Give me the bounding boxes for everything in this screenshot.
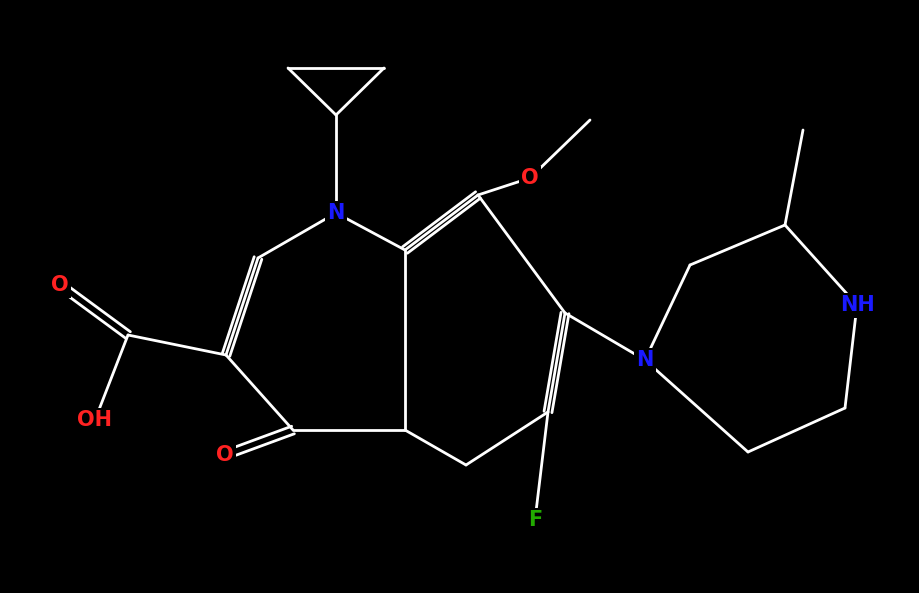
Text: O: O: [216, 445, 233, 465]
Text: N: N: [327, 203, 345, 223]
Text: OH: OH: [77, 410, 112, 430]
Text: NH: NH: [840, 295, 874, 315]
Text: O: O: [51, 275, 69, 295]
Text: N: N: [636, 350, 653, 370]
Text: F: F: [528, 510, 542, 530]
Text: O: O: [521, 168, 539, 188]
